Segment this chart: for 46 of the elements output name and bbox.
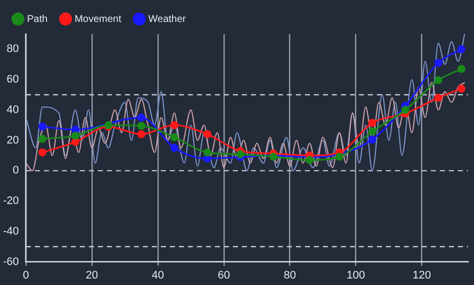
legend-label: Path [27, 14, 48, 25]
legend-label: Weather [148, 14, 187, 25]
point [38, 148, 46, 156]
legend-label: Movement [74, 14, 122, 25]
point [236, 150, 244, 158]
point [434, 58, 442, 67]
point [368, 118, 376, 127]
y-tick-label: 80 [6, 43, 19, 56]
x-tick-label: 120 [412, 269, 431, 282]
point [137, 114, 146, 122]
point [457, 45, 466, 54]
point [306, 156, 314, 164]
point [137, 130, 146, 138]
point [457, 84, 466, 93]
point [203, 130, 212, 138]
point [38, 134, 46, 143]
x-tick-label: 40 [152, 269, 164, 282]
point [401, 106, 410, 114]
line-series [26, 34, 466, 172]
y-tick-label: -40 [2, 225, 19, 238]
y-tick-label: 20 [6, 134, 19, 146]
point [170, 121, 178, 130]
line-series [26, 82, 466, 172]
y-tick-label: 40 [6, 104, 19, 116]
point [71, 126, 80, 134]
y-tick-label: -20 [2, 195, 19, 208]
point [434, 76, 442, 84]
x-tick-label: 100 [346, 269, 366, 282]
point [457, 64, 466, 73]
x-tick-label: 20 [86, 269, 98, 282]
y-tick-label: 0 [12, 164, 19, 177]
y-tick-label: 60 [6, 74, 19, 86]
point [137, 122, 146, 130]
y-tick-label: -60 [2, 256, 19, 268]
x-tick-label: 60 [218, 269, 230, 282]
x-tick-label: 80 [284, 269, 296, 282]
point [434, 94, 442, 102]
point [335, 152, 344, 161]
point [203, 148, 212, 156]
point [38, 122, 46, 131]
point [368, 136, 376, 144]
x-tick-label: 0 [22, 269, 29, 282]
point [170, 133, 178, 142]
point [71, 132, 80, 140]
point [368, 128, 376, 136]
point [170, 144, 178, 152]
